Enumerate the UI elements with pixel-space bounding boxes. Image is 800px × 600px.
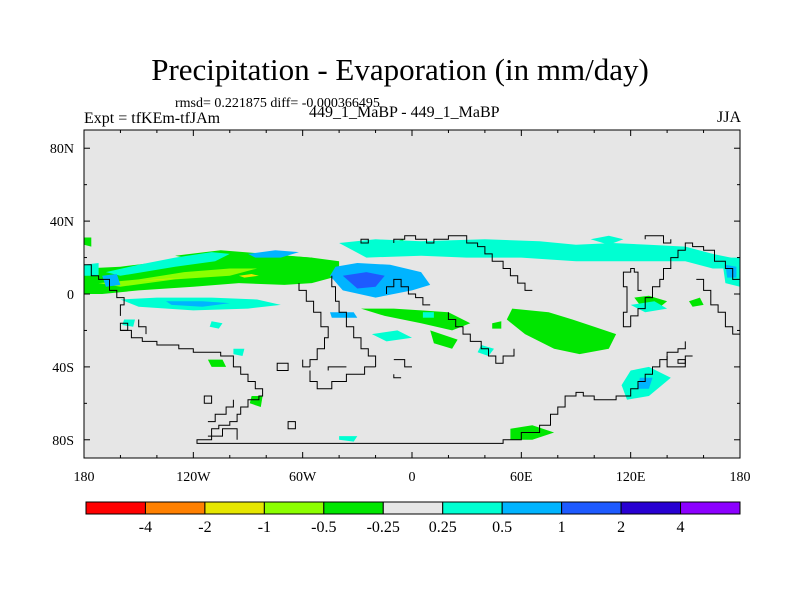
colorbar-swatch-8	[561, 501, 622, 515]
coastline-1	[138, 319, 147, 335]
field-region-18	[339, 239, 737, 269]
colorbar-label-2: -1	[258, 519, 271, 536]
y-tick-label-3: 40S	[52, 361, 74, 376]
coastline-7	[331, 275, 377, 367]
field-region-25	[590, 235, 624, 245]
field-region-38	[422, 312, 434, 318]
colorbar-label-3: -0.5	[311, 519, 336, 536]
coastline-10	[327, 366, 347, 371]
coastline-20	[630, 242, 740, 327]
x-tick-label-1: 120W	[176, 470, 211, 485]
coastline-15	[393, 359, 412, 368]
field-region-23	[102, 274, 121, 287]
x-tick-label-3: 0	[409, 470, 416, 485]
colorbar-swatch-4	[323, 501, 384, 515]
coastline-2	[120, 329, 686, 444]
season-label: JJA	[717, 109, 742, 126]
field-region-31	[630, 301, 668, 313]
x-tick-label-2: 60W	[289, 470, 317, 485]
colorbar-swatch-2	[204, 501, 265, 515]
coastline-19	[360, 238, 369, 244]
field-region-20	[342, 272, 385, 289]
coastline-21	[622, 268, 642, 328]
coastline-5	[447, 312, 515, 364]
field-region-3	[138, 277, 185, 282]
colorbar-label-8: 2	[617, 519, 625, 536]
field-region-30	[638, 377, 653, 389]
coastline-13	[119, 322, 129, 331]
colorbar-swatch-7	[501, 501, 563, 515]
coastline-18	[287, 421, 296, 430]
coastline-4	[386, 278, 431, 306]
chart-title: Precipitation - Evaporation (in mm/day)	[151, 52, 649, 87]
colorbar-swatch-0	[85, 501, 146, 515]
field-region-35	[339, 436, 358, 442]
y-tick-label-4: 80S	[52, 434, 74, 449]
field-region-15	[492, 321, 502, 329]
field-region-2	[98, 268, 258, 287]
field-region-14	[689, 297, 704, 307]
x-tick-label-6: 180	[730, 470, 751, 485]
coastline-16	[207, 428, 238, 440]
field-region-28	[725, 264, 737, 278]
axis-ticks: 180 120W 60W 0 60E 120E 180 80N 40N 0 40S 80S	[50, 130, 751, 485]
colorbar-swatch-3	[263, 501, 325, 515]
colorbar-swatch-9	[620, 501, 682, 515]
field-region-34	[122, 319, 135, 327]
colorbar-swatch-10	[680, 501, 741, 515]
run-comparison-label: 449_1_MaBP - 449_1_MaBP	[309, 104, 500, 121]
coastline-11	[393, 374, 402, 379]
colorbar-label-5: 0.25	[429, 519, 457, 536]
field-region-7	[506, 308, 617, 355]
coastline-0	[84, 264, 125, 316]
field-region-4	[238, 274, 259, 278]
colorbar: -4 -2 -1 -0.5 -0.25 0.25 0.5 1 2 4	[85, 501, 741, 536]
coastline-9	[309, 366, 376, 390]
field-region-17	[248, 250, 299, 258]
colorbar-swatch-5	[382, 501, 444, 515]
field-region-11	[207, 359, 227, 367]
experiment-label: Expt = tfKEm-tfJAm	[84, 110, 221, 127]
field-regions	[84, 235, 740, 442]
field-region-37	[233, 348, 245, 356]
field-region-16	[105, 252, 230, 276]
coastline-3	[393, 235, 533, 291]
field-region-36	[209, 321, 223, 329]
field-region-24	[330, 312, 358, 318]
field-region-32	[371, 330, 412, 342]
colorbar-swatch-6	[442, 501, 503, 515]
y-tick-label-2: 0	[67, 288, 74, 303]
coastline-24	[666, 355, 693, 368]
coastline-12	[276, 362, 289, 371]
x-tick-label-4: 60E	[510, 470, 533, 485]
y-tick-label-0: 80N	[50, 142, 74, 157]
coastline-23	[696, 278, 740, 335]
coastline-14	[203, 395, 213, 404]
colorbar-swatch-1	[144, 501, 206, 515]
colorbar-label-0: -4	[139, 519, 152, 536]
x-tick-label-0: 180	[74, 470, 95, 485]
coastline-25	[677, 359, 686, 364]
y-tick-label-1: 40N	[50, 215, 74, 230]
field-region-10	[84, 237, 92, 247]
colorbar-label-4: -0.25	[367, 519, 400, 536]
coastline-22	[644, 235, 672, 244]
colorbar-label-9: 4	[677, 519, 685, 536]
field-region-5	[361, 308, 471, 331]
field-region-6	[430, 330, 458, 349]
coastlines	[84, 235, 740, 444]
colorbar-label-1: -2	[198, 519, 211, 536]
coastline-6	[298, 283, 329, 367]
coastline-17	[207, 399, 234, 423]
rmsd-diff-label: rmsd= 0.221875 diff= -0.000366495	[175, 96, 380, 111]
field-region-22	[166, 301, 230, 307]
colorbar-label-7: 1	[558, 519, 566, 536]
colorbar-label-6: 0.5	[492, 519, 512, 536]
coastline-8	[302, 359, 310, 368]
x-tick-label-5: 120E	[616, 470, 646, 485]
